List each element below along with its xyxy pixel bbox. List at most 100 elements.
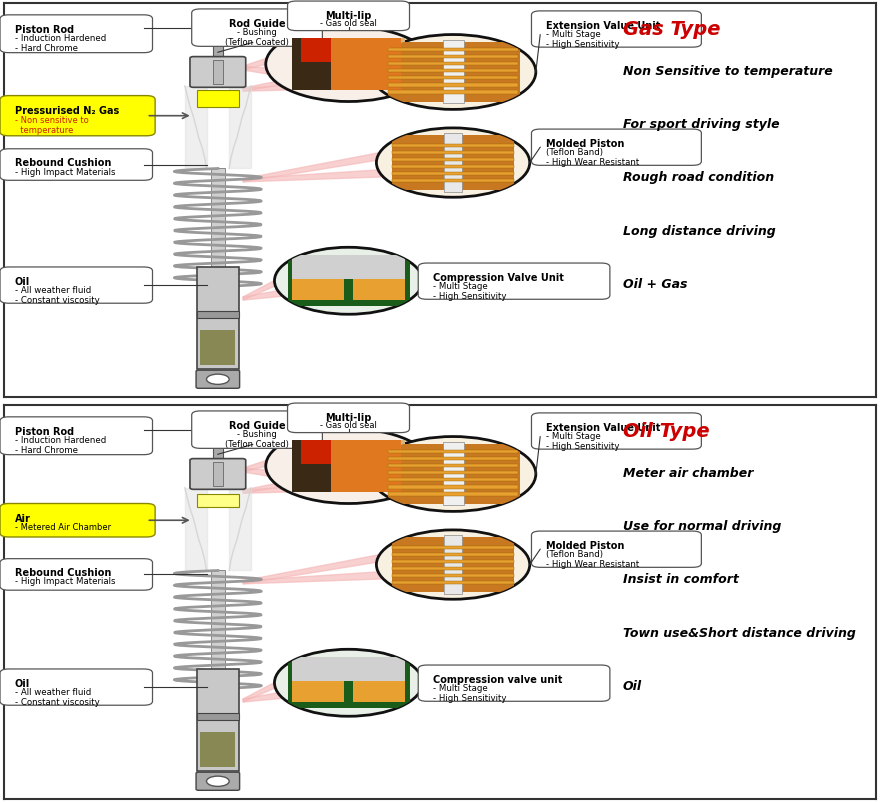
Polygon shape — [243, 169, 400, 182]
Bar — [388, 77, 518, 80]
Bar — [201, 330, 235, 366]
FancyBboxPatch shape — [418, 665, 610, 701]
Circle shape — [207, 375, 229, 385]
Text: - Multi Stage
- High Sensitivity: - Multi Stage - High Sensitivity — [433, 683, 507, 703]
Circle shape — [275, 650, 422, 716]
Polygon shape — [243, 149, 400, 182]
Bar — [392, 152, 514, 155]
Bar — [443, 42, 464, 104]
Bar — [197, 494, 238, 507]
Bar — [388, 445, 444, 504]
Bar — [392, 136, 444, 191]
Text: Rod Guide: Rod Guide — [229, 19, 285, 29]
Text: Rough road condition: Rough road condition — [623, 171, 774, 184]
Bar — [197, 669, 238, 772]
Bar — [392, 537, 444, 593]
Bar — [388, 84, 518, 88]
Text: Oil + Gas: Oil + Gas — [623, 278, 687, 291]
Bar — [388, 70, 518, 73]
Text: - Multi Stage
- High Sensitivity: - Multi Stage - High Sensitivity — [433, 281, 507, 301]
Polygon shape — [243, 80, 395, 92]
Bar — [388, 43, 444, 102]
Bar — [292, 441, 405, 492]
Text: Meter air chamber: Meter air chamber — [623, 467, 753, 479]
Text: Rebound Cushion: Rebound Cushion — [15, 158, 111, 169]
Bar — [392, 560, 514, 563]
Text: Compression valve unit: Compression valve unit — [433, 675, 562, 684]
Bar — [462, 537, 514, 593]
Text: For sport driving style: For sport driving style — [623, 118, 780, 131]
Text: Non Sensitive to temperature: Non Sensitive to temperature — [623, 65, 832, 78]
Bar — [464, 445, 520, 504]
Text: Compression Valve Unit: Compression Valve Unit — [433, 273, 564, 283]
Text: - Bushing
(Teflon Coated): - Bushing (Teflon Coated) — [225, 429, 289, 449]
Bar — [392, 165, 514, 169]
FancyBboxPatch shape — [532, 532, 701, 568]
Text: (Teflon Band)
- High Wear Resistant: (Teflon Band) - High Wear Resistant — [546, 148, 640, 167]
Bar — [211, 571, 224, 689]
Bar — [388, 479, 518, 482]
FancyBboxPatch shape — [532, 414, 701, 450]
Text: - Induction Hardened
- Hard Chrome: - Induction Hardened - Hard Chrome — [15, 435, 106, 454]
Polygon shape — [185, 87, 207, 169]
Text: Piston Rod: Piston Rod — [15, 426, 74, 436]
Circle shape — [266, 429, 431, 504]
FancyBboxPatch shape — [418, 263, 610, 300]
FancyBboxPatch shape — [192, 411, 322, 449]
Text: Extension Value Unit: Extension Value Unit — [546, 21, 661, 31]
Polygon shape — [243, 67, 290, 79]
Text: Oil: Oil — [623, 679, 642, 692]
Bar — [444, 134, 462, 193]
Bar — [197, 312, 238, 319]
Text: - High Impact Materials: - High Impact Materials — [15, 577, 115, 585]
Bar — [353, 279, 405, 301]
FancyBboxPatch shape — [288, 404, 409, 433]
Bar — [388, 486, 518, 489]
FancyBboxPatch shape — [190, 58, 246, 88]
Text: Molded Piston: Molded Piston — [546, 139, 625, 149]
Polygon shape — [243, 459, 395, 494]
FancyBboxPatch shape — [532, 12, 701, 48]
Bar — [388, 493, 518, 496]
Bar — [388, 464, 518, 467]
Text: - Gas old seal: - Gas old seal — [320, 421, 377, 430]
Text: Molded Piston: Molded Piston — [546, 540, 625, 551]
Text: Oil: Oil — [15, 276, 30, 287]
Bar — [331, 441, 400, 492]
Text: - Induction Hardened
- Hard Chrome: - Induction Hardened - Hard Chrome — [15, 34, 106, 53]
Text: Oil Type: Oil Type — [623, 422, 709, 440]
Text: - Gas old seal: - Gas old seal — [320, 19, 377, 28]
Bar — [288, 658, 409, 708]
Bar — [388, 458, 518, 461]
Text: Extension Value Unit: Extension Value Unit — [546, 422, 661, 433]
Polygon shape — [243, 482, 395, 494]
Bar — [388, 56, 518, 59]
FancyBboxPatch shape — [196, 772, 239, 790]
Bar — [292, 279, 344, 301]
Bar — [213, 61, 223, 84]
Bar — [388, 49, 518, 52]
Polygon shape — [243, 287, 300, 300]
Text: Multi-lip: Multi-lip — [326, 412, 371, 422]
FancyBboxPatch shape — [0, 669, 152, 705]
Bar — [213, 463, 223, 486]
Polygon shape — [243, 551, 400, 584]
Circle shape — [370, 35, 536, 110]
FancyBboxPatch shape — [205, 13, 231, 37]
Bar — [292, 39, 405, 91]
Text: Piston Rod: Piston Rod — [15, 24, 74, 35]
Bar — [392, 553, 514, 556]
Text: - High Impact Materials: - High Impact Materials — [15, 167, 115, 177]
Bar — [353, 681, 405, 703]
Text: - All weather fluid
- Constant viscosity: - All weather fluid - Constant viscosity — [15, 687, 99, 706]
Bar — [292, 441, 348, 492]
Bar — [197, 267, 238, 370]
Circle shape — [377, 128, 530, 198]
Text: (Teflon Band)
- High Wear Resistant: (Teflon Band) - High Wear Resistant — [546, 549, 640, 569]
Bar — [464, 43, 520, 102]
Bar — [392, 145, 514, 148]
FancyBboxPatch shape — [0, 149, 152, 181]
Polygon shape — [243, 689, 300, 702]
Bar — [443, 443, 464, 506]
Bar — [392, 173, 514, 176]
